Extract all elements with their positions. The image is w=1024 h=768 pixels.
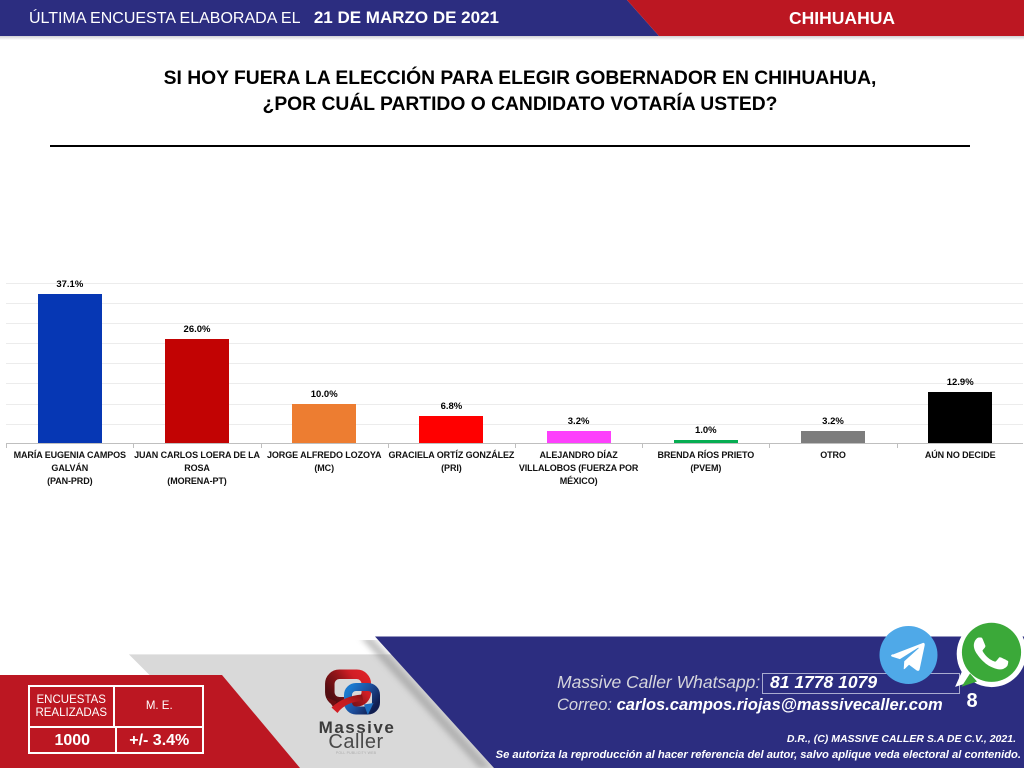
- svg-text:POLL PUBLICITY WEB: POLL PUBLICITY WEB: [336, 751, 377, 755]
- svg-text:Massive: Massive: [319, 718, 396, 737]
- svg-text:Caller: Caller: [328, 731, 383, 753]
